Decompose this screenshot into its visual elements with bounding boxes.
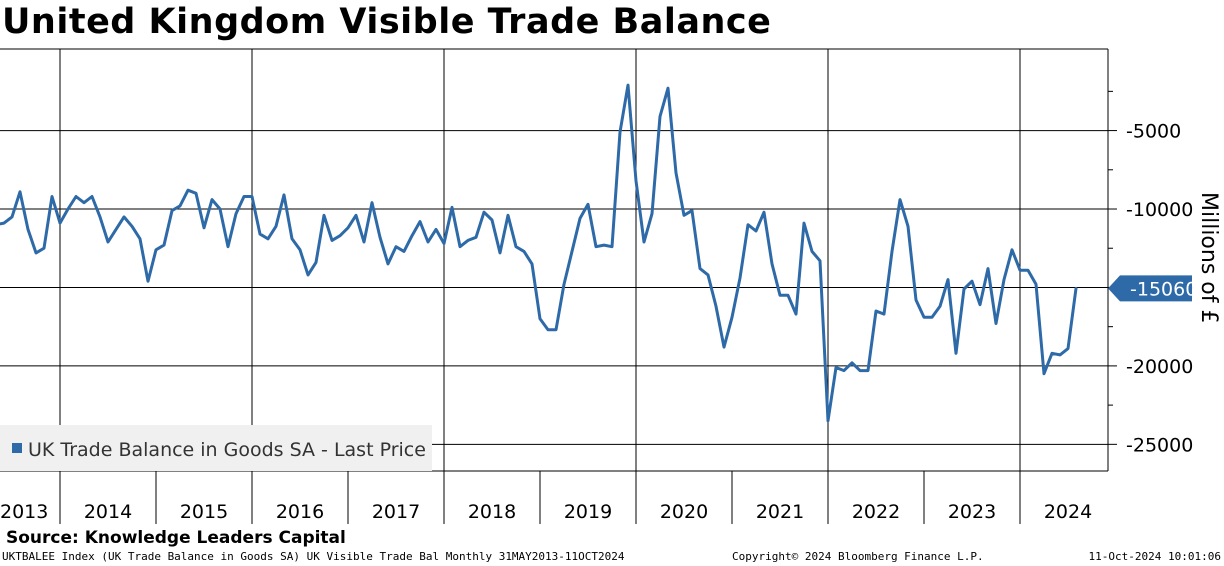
- horizontal-gridlines: [0, 130, 1108, 445]
- footer-copyright: Copyright© 2024 Bloomberg Finance L.P.: [732, 550, 984, 563]
- legend-box: [0, 425, 432, 471]
- x-tick-label: 2015: [180, 501, 228, 523]
- x-tick-label: 2020: [660, 501, 708, 523]
- legend-label: UK Trade Balance in Goods SA - Last Pric…: [28, 439, 426, 461]
- chart-title: United Kingdom Visible Trade Balance: [2, 2, 772, 42]
- x-tick-label: 2014: [84, 501, 132, 523]
- last-value-tag: [1108, 275, 1192, 302]
- trade-balance-line: [0, 83, 1078, 423]
- x-tick-label: 2021: [756, 501, 804, 523]
- x-tick-label: 2019: [564, 501, 612, 523]
- y-axis: -5000-10000-15000-20000-25000: [1108, 90, 1193, 456]
- last-value-label: -15060: [1130, 278, 1197, 300]
- y-tick-label: -20000: [1126, 356, 1193, 378]
- y-tick-label: -5000: [1126, 121, 1181, 143]
- x-axis: 2013 2014 2015 2016 2017 2018 2019 2020 2021 2022…: [0, 471, 1092, 524]
- legend: UK Trade Balance in Goods SA - Last Pric…: [0, 425, 432, 471]
- footer-index-info: UKTBALEE Index (UK Trade Balance in Good…: [2, 550, 625, 563]
- x-tick-label: 2016: [276, 501, 324, 523]
- x-tick-label: 2022: [852, 501, 900, 523]
- source-note: Source: Knowledge Leaders Capital: [6, 528, 346, 548]
- x-tick-label: 2023: [948, 501, 996, 523]
- legend-swatch: [12, 443, 22, 453]
- y-tick-label: -25000: [1126, 434, 1193, 456]
- y-tick-label: -10000: [1126, 199, 1193, 221]
- last-value-marker: -15060: [1108, 275, 1197, 302]
- footer-timestamp: 11-Oct-2024 10:01:06: [1088, 550, 1221, 563]
- vertical-gridlines: [59, 49, 1021, 471]
- y-axis-label: Millions of £: [1196, 192, 1221, 323]
- x-tick-label: 2013: [0, 501, 48, 523]
- x-tick-label: 2018: [468, 501, 516, 523]
- x-tick-label: 2024: [1044, 501, 1092, 523]
- x-tick-label: 2017: [372, 501, 420, 523]
